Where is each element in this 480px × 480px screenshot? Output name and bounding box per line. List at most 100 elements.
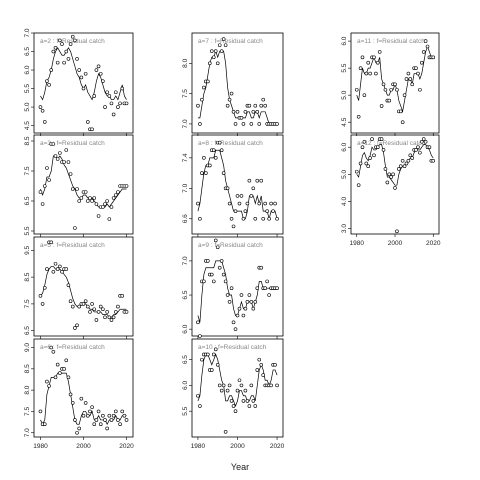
data-point: [402, 93, 407, 97]
data-point: [55, 60, 60, 65]
data-point: [233, 409, 238, 414]
data-point: [109, 205, 114, 209]
data-point: [75, 187, 79, 191]
data-point: [223, 43, 228, 47]
data-point: [204, 171, 208, 175]
data-point: [103, 105, 107, 109]
data-point: [219, 148, 224, 153]
data-point: [68, 172, 73, 176]
data-point: [251, 186, 256, 191]
data-point: [215, 61, 220, 66]
data-point: [83, 401, 88, 405]
panel-title: a=9 : f=Residual catch: [198, 242, 263, 249]
y-tick-label: 5.0: [341, 169, 348, 178]
data-point: [40, 202, 45, 206]
data-point: [116, 304, 120, 309]
x-tick-label: 2000: [388, 240, 403, 247]
data-point: [265, 209, 269, 213]
data-point: [213, 156, 218, 160]
data-point: [261, 97, 266, 102]
data-point: [255, 109, 260, 114]
data-point: [42, 422, 47, 427]
data-point: [70, 187, 75, 191]
y-tick-label: 7.0: [182, 119, 189, 128]
data-point: [211, 55, 216, 60]
data-point: [229, 91, 234, 96]
y-tick-label: 7.0: [182, 183, 189, 192]
data-point: [273, 362, 277, 367]
data-point: [92, 307, 97, 312]
data-point: [213, 238, 218, 243]
data-point: [64, 267, 69, 271]
data-point: [81, 413, 86, 418]
data-point: [90, 199, 94, 203]
data-point: [393, 82, 397, 87]
data-point: [375, 60, 380, 65]
data-point: [122, 413, 127, 418]
data-point: [381, 82, 386, 87]
data-point: [105, 199, 109, 203]
data-point: [259, 103, 264, 108]
data-point: [395, 229, 399, 234]
data-point: [86, 413, 90, 418]
y-tick-label: 6.0: [341, 36, 348, 45]
data-point: [103, 202, 107, 206]
panel-title: a=6 : f=Residual catch: [40, 344, 105, 351]
data-point: [105, 310, 109, 314]
data-point: [124, 418, 129, 422]
data-point: [221, 37, 226, 41]
data-point: [360, 55, 365, 60]
fitted-line: [40, 266, 127, 318]
data-point: [366, 60, 371, 65]
y-tick-label: 6.0: [182, 381, 189, 390]
data-point: [86, 120, 90, 124]
data-point: [379, 137, 384, 141]
data-point: [209, 49, 214, 53]
data-point: [217, 383, 222, 388]
data-point: [231, 224, 236, 229]
panel-title: a=10 : f=Residual catch: [198, 344, 267, 351]
data-point: [111, 315, 116, 320]
data-point: [92, 196, 97, 200]
data-point: [225, 388, 230, 393]
y-tick-label: 9.0: [24, 343, 31, 352]
x-tick-label: 2020: [270, 443, 285, 450]
data-point: [47, 384, 51, 388]
data-point: [198, 334, 202, 338]
data-point: [231, 320, 236, 325]
x-tick-label: 2000: [76, 443, 91, 450]
data-point: [225, 103, 230, 108]
data-point: [235, 388, 240, 393]
data-point: [255, 368, 260, 372]
data-point: [113, 409, 118, 414]
data-point: [86, 304, 90, 309]
data-point: [418, 150, 422, 155]
y-tick-label: 6.5: [24, 47, 31, 56]
data-point: [73, 38, 77, 43]
data-point: [241, 313, 246, 318]
data-point: [79, 75, 84, 80]
data-point: [77, 199, 81, 203]
data-point: [94, 318, 99, 322]
y-tick-label: 5.5: [24, 84, 31, 93]
data-point: [233, 327, 238, 331]
data-point: [356, 183, 361, 187]
data-point: [419, 139, 424, 144]
data-point: [66, 283, 71, 287]
data-point: [98, 422, 103, 427]
data-point: [231, 109, 236, 114]
data-point: [251, 399, 256, 403]
data-point: [372, 55, 376, 60]
data-point: [51, 142, 56, 146]
data-point: [231, 404, 236, 408]
y-tick-label: 5.5: [182, 406, 189, 415]
data-point: [60, 269, 64, 274]
y-tick-label: 8.5: [24, 364, 31, 373]
data-point: [217, 140, 222, 145]
data-point: [387, 98, 392, 103]
data-point: [387, 172, 392, 177]
data-point: [98, 71, 103, 76]
panel-9: a=11 : f=Residual catch 4.5 5.0 5.5 6.0: [341, 32, 440, 136]
data-point: [113, 310, 118, 314]
y-tick-label: 7.5: [24, 407, 31, 416]
